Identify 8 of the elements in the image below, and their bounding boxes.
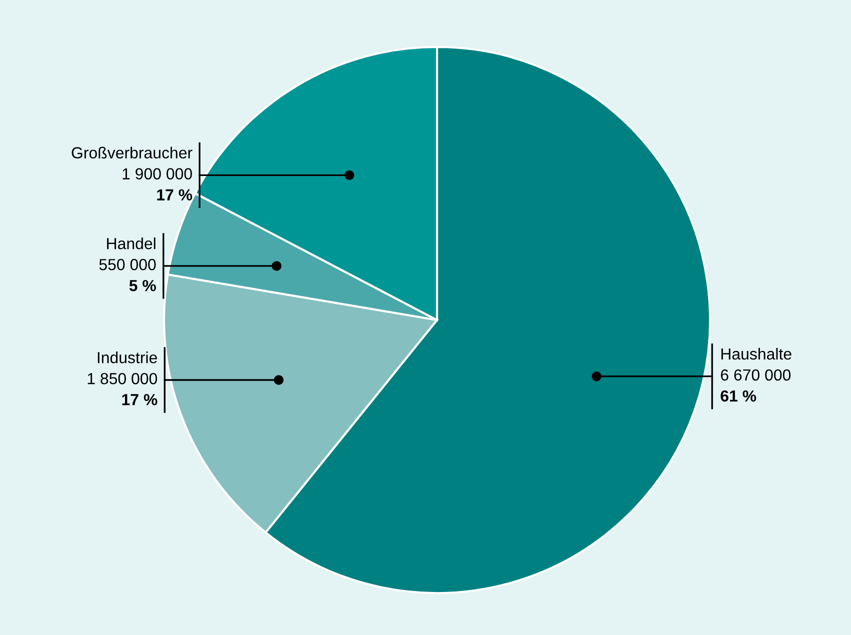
- data-label: 6 670 000 61 %: [720, 369, 791, 402]
- slice-label: Handel: [107, 238, 156, 250]
- slice-label: Industrie: [98, 352, 157, 364]
- slice-label: Haushalte: [721, 348, 792, 360]
- data-label: 1 850 000 17 %: [88, 372, 158, 406]
- data-label: 550 000 5 %: [99, 258, 156, 292]
- data-label: 1 900 000 17 %: [122, 168, 192, 200]
- slice-label: Großverbraucher: [72, 146, 192, 158]
